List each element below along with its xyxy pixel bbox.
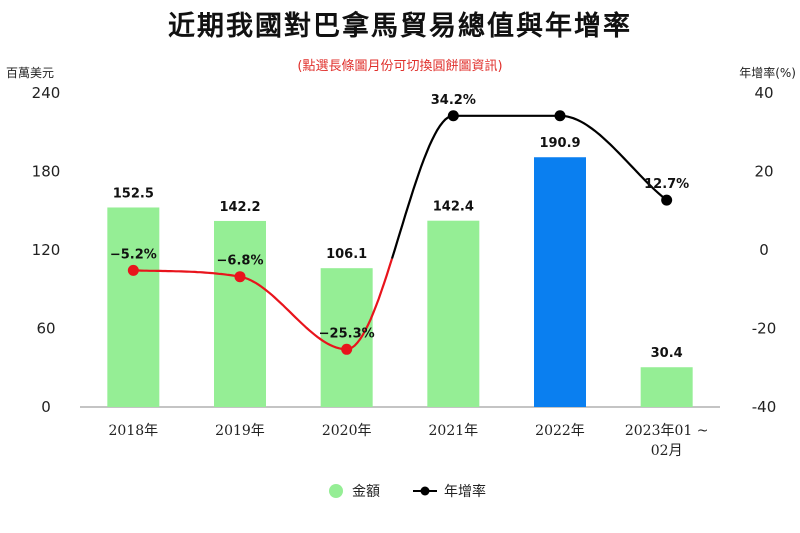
bar-value-label: 30.4 xyxy=(651,346,683,361)
x-tick-label: 2018年 xyxy=(109,423,159,439)
bar[interactable] xyxy=(107,207,160,407)
x-tick-label: 02月 xyxy=(651,443,683,459)
growth-point[interactable] xyxy=(234,271,246,283)
x-tick-label: 2019年 xyxy=(215,423,265,439)
growth-line-positive-segment xyxy=(390,114,668,259)
growth-value-label: −6.8% xyxy=(217,254,264,269)
legend: 金額 年增率 xyxy=(329,483,486,500)
legend-amount-label: 金額 xyxy=(352,484,380,500)
bar-value-label: 152.5 xyxy=(113,186,154,201)
y-right-tick-label: 40 xyxy=(754,84,773,102)
y-left-tick-label: 120 xyxy=(32,241,61,259)
chart-subtitle: (點選長條圖月份可切換圓餅圖資訊) xyxy=(297,59,503,74)
x-tick-label: 2020年 xyxy=(322,423,372,439)
bar-value-label: 190.9 xyxy=(539,136,580,151)
chart-title: 近期我國對巴拿馬貿易總值與年增率 xyxy=(168,11,632,42)
bar-value-label: 142.2 xyxy=(219,200,260,215)
x-tick-label: 2023年01 ~ xyxy=(625,423,709,439)
bar-value-label: 142.4 xyxy=(433,200,474,215)
y-right-tick-label: -20 xyxy=(752,320,777,338)
bar[interactable] xyxy=(320,268,373,407)
growth-line-layer xyxy=(127,110,673,355)
axes-layer: 百萬美元 年增率(%) 0 60 120 180 240 -40 -20 0 20 40 2018年 20… xyxy=(6,65,796,459)
bar-value-label: 106.1 xyxy=(326,247,367,262)
y-right-tick-label: 0 xyxy=(759,241,769,259)
bar[interactable] xyxy=(640,367,693,407)
x-tick-label: 2021年 xyxy=(429,423,479,439)
data-labels-layer: 152.5 142.2 106.1 142.4 190.9 30.4 −5.2% −6.8% −… xyxy=(110,93,689,361)
growth-point[interactable] xyxy=(447,110,459,122)
bar[interactable] xyxy=(214,220,266,407)
y-left-unit-label: 百萬美元 xyxy=(6,66,54,80)
y-left-tick-label: 180 xyxy=(32,163,61,181)
growth-point[interactable] xyxy=(554,110,566,122)
y-left-tick-label: 60 xyxy=(36,320,55,338)
growth-point[interactable] xyxy=(127,264,139,276)
y-left-tick-label: 240 xyxy=(32,84,61,102)
bar[interactable] xyxy=(534,157,586,407)
legend-growth-label: 年增率 xyxy=(444,483,486,500)
y-right-unit-label: 年增率(%) xyxy=(739,65,796,80)
growth-value-label: 34.2% xyxy=(431,93,476,108)
y-left-tick-label: 0 xyxy=(41,398,51,416)
growth-value-label: −25.3% xyxy=(319,326,375,341)
growth-point[interactable] xyxy=(341,343,353,355)
growth-value-label: 12.7% xyxy=(644,177,689,192)
bars-layer[interactable] xyxy=(107,157,693,407)
y-right-tick-label: 20 xyxy=(754,163,773,181)
growth-point[interactable] xyxy=(661,194,673,206)
growth-value-label: −5.2% xyxy=(110,247,157,262)
bar[interactable] xyxy=(427,220,480,407)
legend-amount-icon xyxy=(329,484,343,498)
x-tick-label: 2022年 xyxy=(535,423,585,439)
y-right-tick-label: -40 xyxy=(752,398,777,416)
legend-growth-dot-icon xyxy=(420,486,430,496)
